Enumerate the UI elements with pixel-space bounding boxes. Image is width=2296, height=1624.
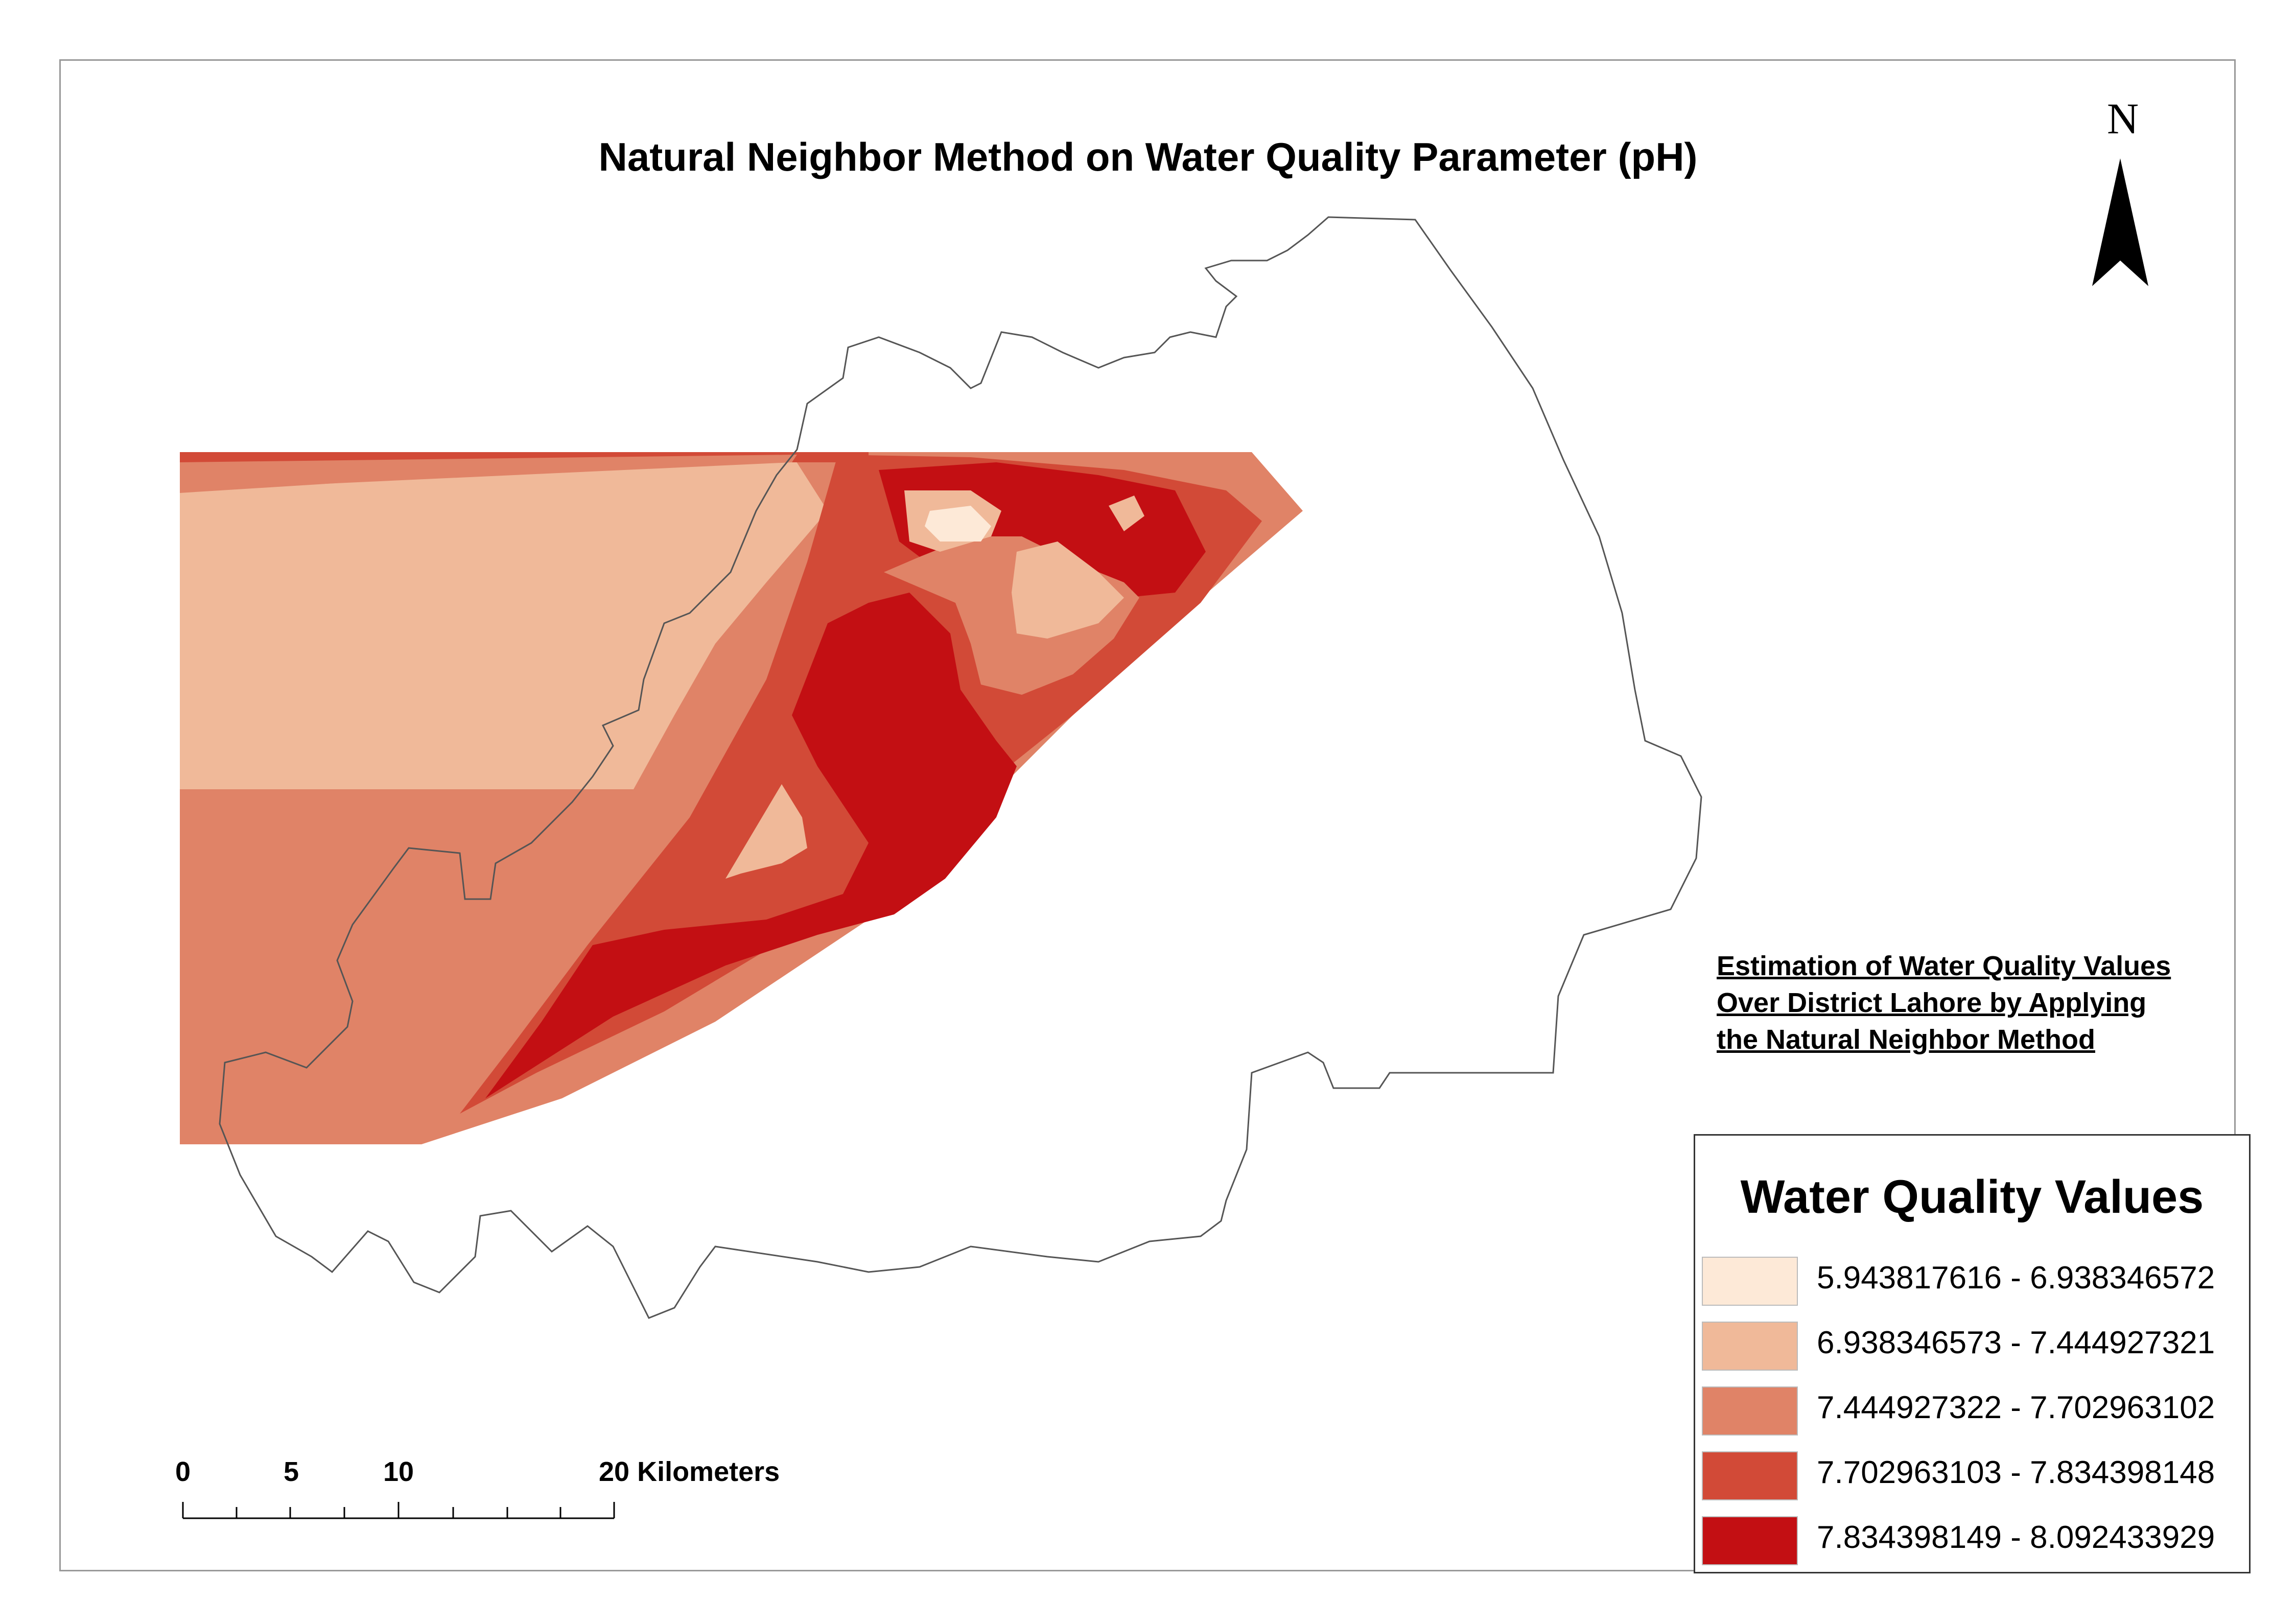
scale-label-0: 0 <box>175 1456 191 1488</box>
caption-line-3: the Natural Neighbor Method <box>1717 1021 2171 1058</box>
scale-label-20: 20 Kilometers <box>599 1456 780 1488</box>
legend-label: 7.702963103 - 7.834398148 <box>1817 1454 2215 1491</box>
legend-swatch <box>1702 1516 1798 1565</box>
legend-label: 5.943817616 - 6.938346572 <box>1817 1260 2215 1296</box>
legend: Water Quality Values 5.943817616 - 6.938… <box>1694 1134 2251 1573</box>
legend-swatch <box>1702 1451 1798 1500</box>
legend-title: Water Quality Values <box>1695 1170 2249 1224</box>
legend-label: 6.938346573 - 7.444927321 <box>1817 1325 2215 1361</box>
legend-swatch <box>1702 1257 1798 1306</box>
legend-label: 7.444927322 - 7.702963102 <box>1817 1390 2215 1426</box>
legend-label: 7.834398149 - 8.092433929 <box>1817 1519 2215 1556</box>
north-arrow-icon <box>2092 158 2148 286</box>
legend-swatch <box>1702 1322 1798 1371</box>
north-label: N <box>2097 93 2148 144</box>
caption-line-1: Estimation of Water Quality Values <box>1717 948 2171 984</box>
scale-label-10: 10 <box>383 1456 414 1488</box>
scale-label-5: 5 <box>284 1456 299 1488</box>
caption-line-2: Over District Lahore by Applying <box>1717 984 2171 1021</box>
scale-bar <box>183 1502 614 1518</box>
legend-swatch <box>1702 1386 1798 1435</box>
map-caption: Estimation of Water Quality Values Over … <box>1717 948 2171 1058</box>
interpolation-surface <box>180 452 1303 1144</box>
